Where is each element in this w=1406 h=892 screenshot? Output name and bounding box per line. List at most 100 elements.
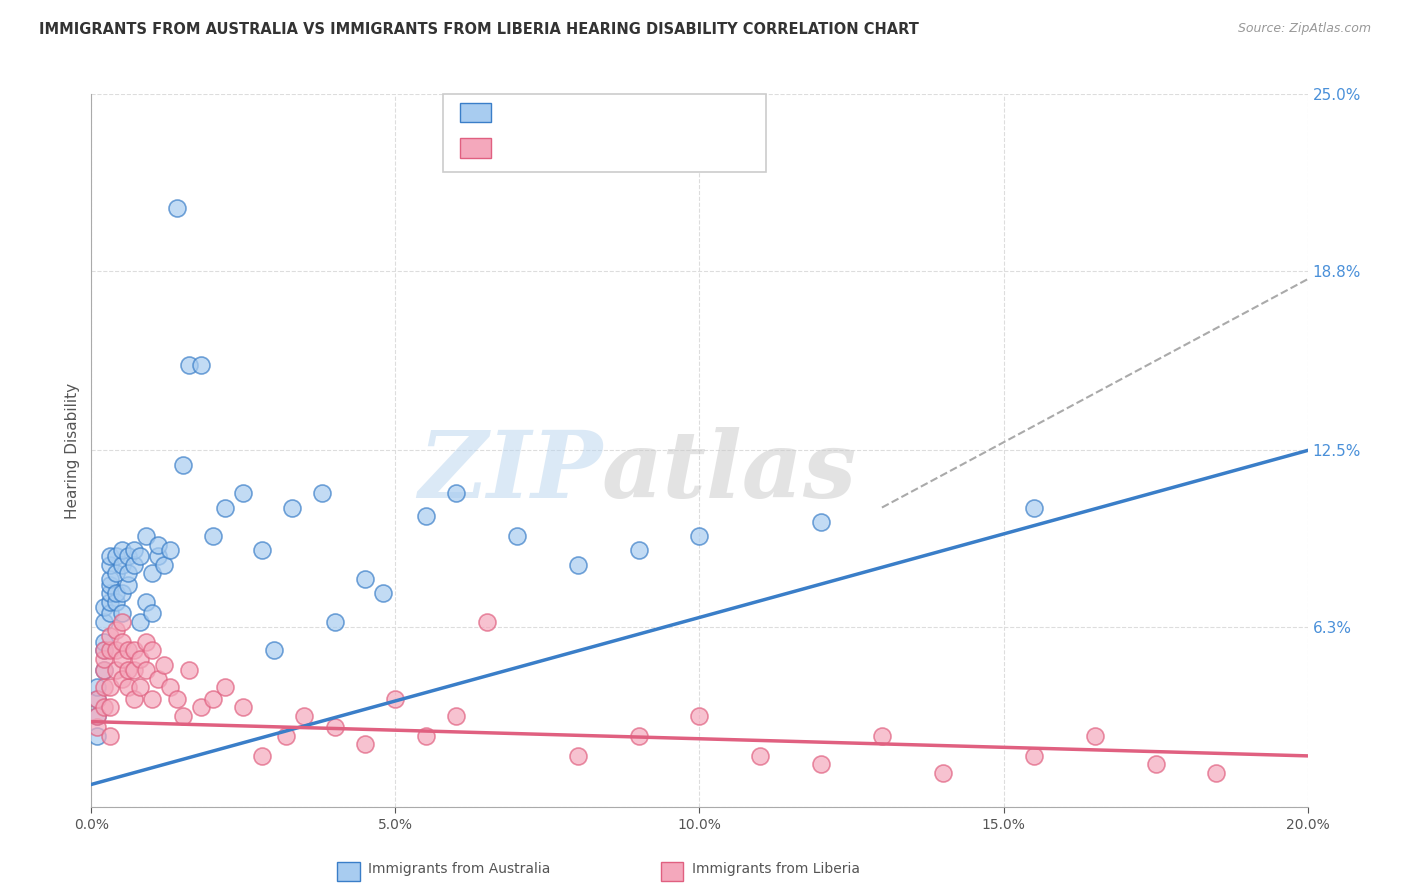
Point: [141, 691, 163, 706]
Point: [148, 672, 170, 686]
Point: [98, 558, 121, 572]
Point: [93, 681, 115, 695]
Text: ZIP: ZIP: [418, 427, 602, 516]
Point: [141, 606, 163, 620]
Point: [93, 663, 115, 677]
Point: [475, 615, 498, 629]
Point: [93, 663, 115, 677]
Point: [567, 748, 589, 763]
Point: [166, 201, 188, 215]
Point: [810, 515, 832, 529]
Point: [98, 681, 121, 695]
Point: [122, 663, 145, 677]
Point: [148, 538, 170, 552]
Point: [749, 748, 772, 763]
Point: [232, 486, 254, 500]
Point: [111, 634, 134, 648]
Point: [93, 643, 115, 657]
Point: [153, 558, 176, 572]
Point: [153, 657, 176, 672]
Point: [870, 729, 893, 743]
Text: R = -0.195   N =  62: R = -0.195 N = 62: [502, 140, 657, 155]
Point: [177, 663, 200, 677]
Point: [567, 558, 589, 572]
Point: [117, 549, 139, 563]
Point: [122, 543, 145, 558]
Point: [373, 586, 395, 600]
Point: [104, 566, 127, 581]
Point: [86, 681, 108, 695]
Point: [274, 729, 297, 743]
Point: [415, 729, 437, 743]
Point: [98, 549, 121, 563]
Point: [111, 586, 134, 600]
Point: [98, 577, 121, 591]
Point: [93, 700, 115, 714]
Point: [627, 543, 650, 558]
Point: [1144, 757, 1167, 772]
Point: [506, 529, 529, 543]
Point: [135, 663, 157, 677]
Point: [250, 748, 273, 763]
Point: [232, 700, 254, 714]
Point: [111, 558, 134, 572]
Point: [148, 549, 170, 563]
Point: [444, 486, 467, 500]
Point: [135, 595, 157, 609]
Point: [190, 700, 212, 714]
Point: [98, 606, 121, 620]
Point: [86, 720, 108, 734]
Text: Immigrants from Australia: Immigrants from Australia: [368, 862, 551, 876]
Point: [141, 566, 163, 581]
Point: [93, 600, 115, 615]
Point: [190, 358, 212, 372]
Point: [98, 629, 121, 643]
Point: [129, 615, 152, 629]
Point: [104, 586, 127, 600]
Point: [122, 691, 145, 706]
Point: [1205, 766, 1227, 780]
Point: [111, 672, 134, 686]
Point: [93, 634, 115, 648]
Point: [214, 500, 236, 515]
Point: [263, 643, 285, 657]
Text: atlas: atlas: [602, 427, 858, 516]
Text: IMMIGRANTS FROM AUSTRALIA VS IMMIGRANTS FROM LIBERIA HEARING DISABILITY CORRELAT: IMMIGRANTS FROM AUSTRALIA VS IMMIGRANTS …: [39, 22, 920, 37]
Point: [98, 572, 121, 586]
Text: R =  0.378    N =  61: R = 0.378 N = 61: [502, 105, 661, 120]
Point: [214, 681, 236, 695]
Text: Source: ZipAtlas.com: Source: ZipAtlas.com: [1237, 22, 1371, 36]
Point: [104, 549, 127, 563]
Point: [135, 529, 157, 543]
Point: [98, 729, 121, 743]
Point: [117, 566, 139, 581]
Point: [104, 595, 127, 609]
Point: [122, 558, 145, 572]
Point: [111, 606, 134, 620]
Point: [129, 652, 152, 666]
Point: [135, 634, 157, 648]
Point: [627, 729, 650, 743]
Point: [1022, 748, 1045, 763]
Point: [159, 681, 181, 695]
Point: [688, 709, 710, 723]
Point: [117, 663, 139, 677]
Point: [202, 691, 225, 706]
Point: [141, 643, 163, 657]
Y-axis label: Hearing Disability: Hearing Disability: [65, 383, 80, 518]
Point: [810, 757, 832, 772]
Point: [177, 358, 200, 372]
Point: [172, 709, 194, 723]
Point: [104, 663, 127, 677]
Point: [384, 691, 406, 706]
Point: [688, 529, 710, 543]
Point: [323, 720, 346, 734]
Point: [111, 543, 134, 558]
Point: [93, 652, 115, 666]
Point: [444, 709, 467, 723]
Point: [117, 681, 139, 695]
Point: [93, 615, 115, 629]
Point: [159, 543, 181, 558]
Point: [117, 643, 139, 657]
Point: [1022, 500, 1045, 515]
